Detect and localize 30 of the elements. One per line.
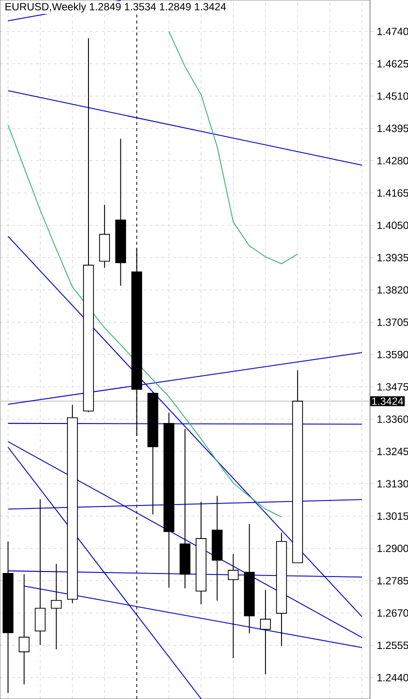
y-tick-label: 1.4740 <box>378 28 408 36</box>
y-tick-label: 1.3475 <box>378 383 408 391</box>
y-tick-label: 1.3935 <box>378 254 408 262</box>
y-tick-label: 1.3820 <box>378 286 408 294</box>
y-tick-label: 1.4165 <box>378 189 408 197</box>
y-tick-label: 1.3130 <box>378 480 408 488</box>
y-tick-label: 1.3590 <box>378 350 408 358</box>
candlestick <box>18 574 30 685</box>
line-series <box>168 31 298 264</box>
y-tick-label: 1.4510 <box>378 92 408 100</box>
y-tick-label: 1.4050 <box>378 222 408 230</box>
line-series <box>8 124 282 518</box>
y-tick-label: 1.2670 <box>378 609 408 617</box>
candlestick <box>260 590 271 675</box>
candlestick <box>50 563 62 650</box>
y-tick-label: 1.2785 <box>378 577 408 584</box>
ref-line-label: 1.3424 <box>372 397 404 405</box>
y-tick-label: 1.3245 <box>378 448 408 456</box>
y-tick-label: 1.2555 <box>378 642 408 650</box>
y-tick-label: 1.3705 <box>378 318 408 326</box>
y-tick-label: 1.2900 <box>378 544 408 552</box>
candlestick <box>228 554 239 659</box>
y-tick-label: 1.4395 <box>378 124 408 132</box>
candlestick <box>34 498 46 646</box>
y-tick-label: 1.4280 <box>378 156 408 164</box>
y-tick-label: 1.2440 <box>378 674 408 682</box>
chart-title: EURUSD,Weekly 1.2849 1.3534 1.2849 1.3424 <box>6 2 226 12</box>
y-tick-label: 1.3360 <box>378 415 408 423</box>
y-tick-label: 1.4625 <box>378 60 408 68</box>
y-tick-label: 1.3015 <box>378 512 408 520</box>
